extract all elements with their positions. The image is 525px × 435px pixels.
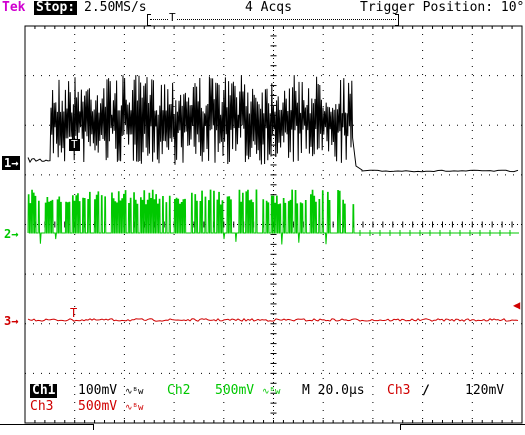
record-bar-right xyxy=(395,14,399,26)
record-bar: T xyxy=(147,11,399,26)
ch2-bandwidth-icon: ∿ᴮw xyxy=(262,387,281,397)
ch3-bandwidth-icon: ∿ᴮw xyxy=(125,403,144,413)
ch3-waveform xyxy=(27,318,519,322)
sample-rate-label: 2.50MS/s xyxy=(84,0,147,15)
bottom-status-strip xyxy=(0,424,525,435)
trigger-position-label: Trigger Position: 10° xyxy=(360,1,525,15)
brand-label: Tek xyxy=(2,0,26,15)
ch2-marker[interactable]: 2→ xyxy=(4,227,19,241)
trigger-slope-icon: ∕ xyxy=(422,383,430,398)
graticule xyxy=(24,25,523,424)
ch2-label[interactable]: Ch2 xyxy=(167,383,191,398)
ch3-trigger-point-marker: T xyxy=(70,306,78,320)
strip-left-segment xyxy=(0,424,94,430)
ch1-trace xyxy=(27,75,519,173)
ch3-scale: 500mV xyxy=(78,399,118,414)
trigger-level-arrow-icon[interactable]: ◀ xyxy=(513,298,521,312)
ch2-scale: 500mV xyxy=(215,383,255,398)
record-bar-left xyxy=(147,14,151,26)
acquisitions-label: 4 Acqs xyxy=(245,0,292,15)
trigger-source-label[interactable]: Ch3 xyxy=(387,383,411,398)
ch3-trace xyxy=(27,318,519,322)
timebase-label[interactable]: M 20.0µs xyxy=(302,383,365,398)
ch1-label[interactable]: Ch1 xyxy=(30,383,58,398)
ch2-trace xyxy=(27,189,519,245)
ch1-bandwidth-icon: ∿ᴮw xyxy=(125,387,144,397)
ch1-scale: 100mV xyxy=(78,383,118,398)
ch1-marker[interactable]: 1→ xyxy=(2,156,21,170)
ch3-label[interactable]: Ch3 xyxy=(30,399,54,414)
ch1-trigger-point-marker: T xyxy=(69,138,80,151)
record-bar-line xyxy=(150,19,396,20)
trigger-level-label[interactable]: 120mV xyxy=(465,383,505,398)
ch1-waveform xyxy=(27,75,519,173)
ch3-marker[interactable]: 3→ xyxy=(4,314,19,328)
run-state-label: Stop: xyxy=(34,0,78,15)
ch2-waveform xyxy=(27,189,519,245)
strip-right-segment xyxy=(400,424,525,430)
record-trigger-marker: T xyxy=(169,11,176,25)
